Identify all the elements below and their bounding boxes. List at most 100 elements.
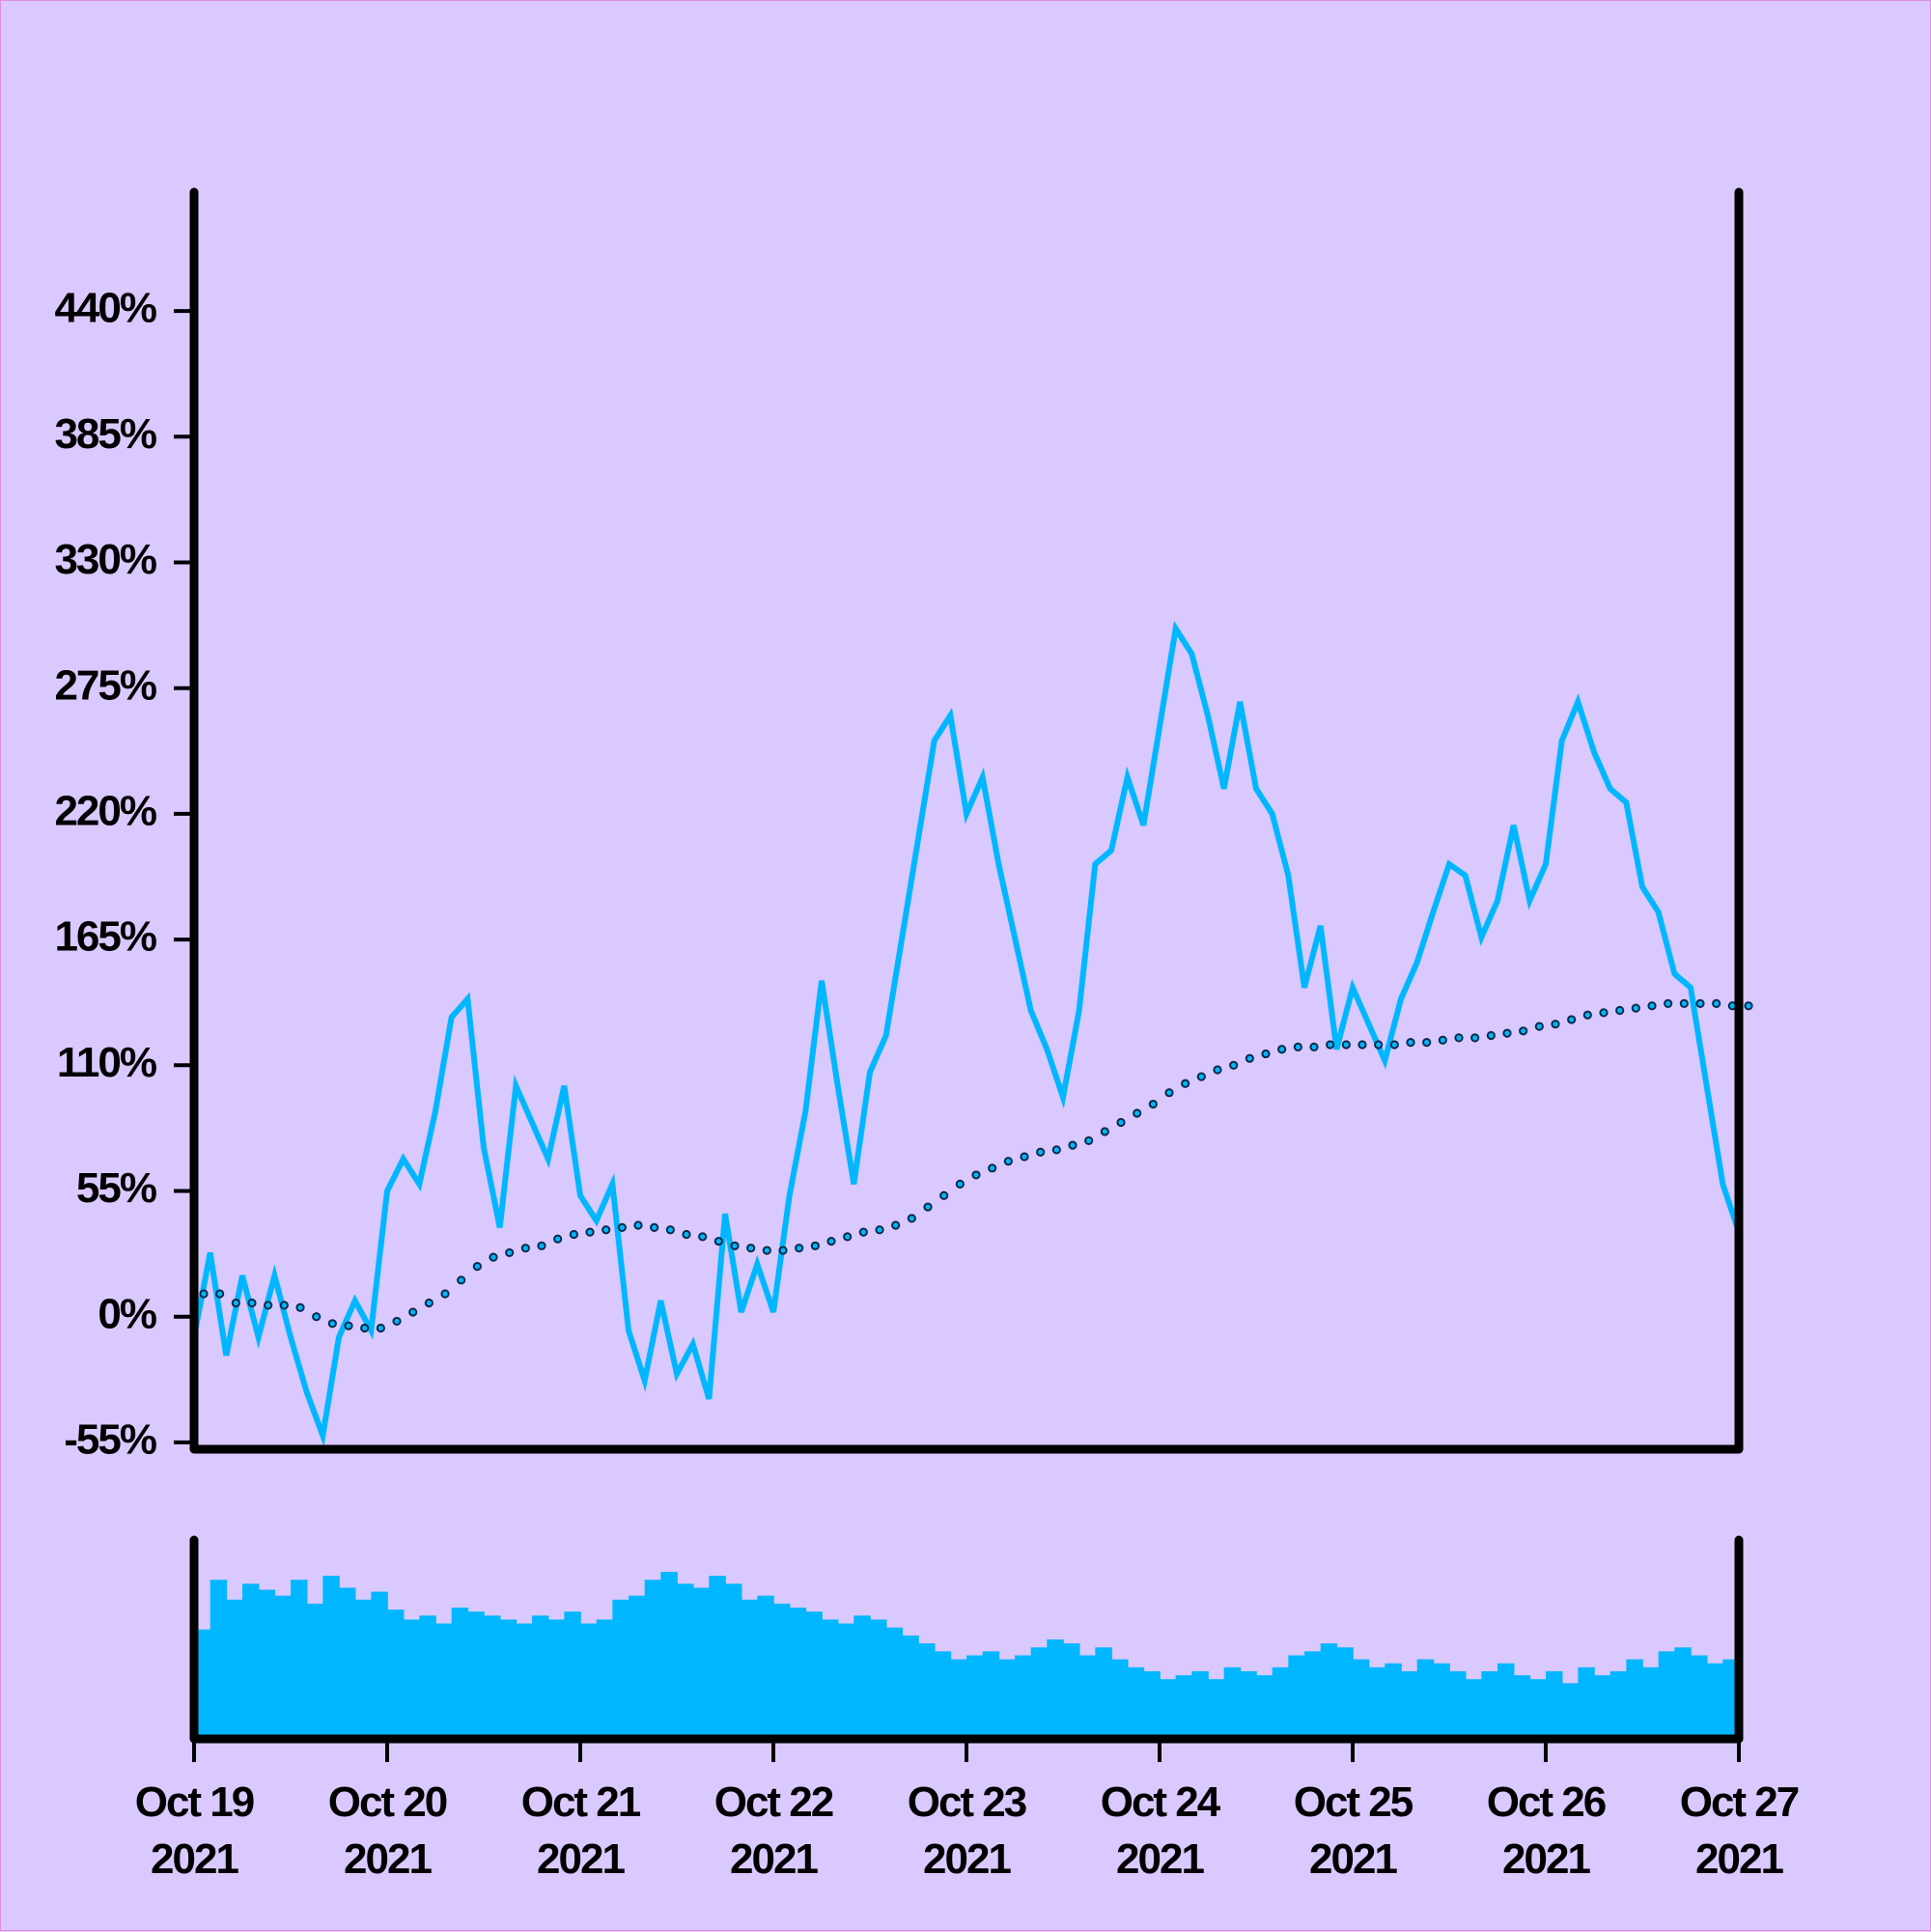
volume-bar [982, 1651, 1000, 1735]
volume-bar [1143, 1670, 1161, 1735]
moving-average-dot [1631, 1003, 1640, 1013]
moving-average-dot [1357, 1040, 1367, 1050]
volume-bar [564, 1611, 581, 1735]
moving-average-dot [1438, 1035, 1447, 1045]
volume-bar [1578, 1666, 1595, 1735]
moving-average-dot [1084, 1135, 1094, 1146]
volume-bar [870, 1619, 887, 1735]
moving-average-dot [1341, 1040, 1351, 1050]
moving-average-dot [1181, 1078, 1190, 1088]
volume-bar [451, 1608, 469, 1735]
volume-bar [580, 1623, 598, 1735]
volume-bar [1706, 1663, 1724, 1735]
volume-bar [644, 1580, 662, 1735]
volume-bar [1561, 1683, 1580, 1735]
volume-bar [274, 1595, 292, 1735]
moving-average-dot [1148, 1099, 1158, 1109]
volume-bar [998, 1659, 1016, 1735]
volume-bar [1304, 1651, 1322, 1735]
x-tick-label: Oct 19 2021 [134, 1778, 256, 1883]
volume-bar [934, 1651, 952, 1735]
moving-average-dot [762, 1246, 771, 1255]
volume-bar [258, 1589, 276, 1735]
moving-average-dot [1261, 1049, 1271, 1059]
moving-average-dot [1133, 1108, 1142, 1118]
volume-bar [1658, 1651, 1676, 1735]
volume-bar [484, 1615, 501, 1735]
moving-average-dot [376, 1323, 385, 1333]
moving-average-dot [215, 1289, 225, 1299]
x-tick-label: Oct 23 2021 [907, 1778, 1028, 1883]
y-tick-label: 220% [54, 788, 155, 835]
moving-average-dot [858, 1227, 868, 1237]
moving-average-dot [295, 1302, 305, 1312]
volume-bar [854, 1615, 871, 1735]
volume-bar [677, 1583, 694, 1735]
moving-average-dot [1422, 1038, 1432, 1048]
volume-bar [435, 1623, 453, 1735]
moving-average-dot [1051, 1145, 1061, 1155]
volume-bar [1095, 1647, 1112, 1735]
moving-average-dot [1454, 1033, 1464, 1043]
volume-bar [1047, 1639, 1064, 1735]
volume-bar [291, 1580, 308, 1735]
volume-bar [339, 1587, 356, 1735]
volume-bar [1722, 1659, 1735, 1735]
volume-bar [612, 1599, 630, 1735]
moving-average-dot [988, 1163, 997, 1173]
moving-average-dot [440, 1289, 450, 1299]
volume-bar [198, 1629, 211, 1735]
volume-bar [1433, 1663, 1450, 1735]
volume-bar [354, 1599, 373, 1735]
moving-average-dot [344, 1321, 353, 1330]
moving-average-dot [1116, 1117, 1126, 1128]
volume-bar [1208, 1679, 1225, 1735]
moving-average-dot [617, 1222, 627, 1232]
moving-average-dot [392, 1316, 402, 1327]
volume-bar [902, 1635, 919, 1735]
moving-average-dot [1326, 1040, 1335, 1050]
moving-average-dot [553, 1234, 563, 1244]
volume-bar [1481, 1670, 1498, 1735]
y-tick-label: 165% [54, 913, 155, 961]
moving-average-dot [1599, 1008, 1609, 1018]
moving-average-dot [633, 1220, 643, 1230]
moving-average-dot [1213, 1065, 1222, 1075]
moving-average-dot [1664, 998, 1673, 1008]
volume-bar [467, 1611, 485, 1735]
volume-bar [596, 1619, 614, 1735]
volume-bar [1288, 1655, 1305, 1735]
moving-average-dot [1486, 1030, 1496, 1041]
moving-average-dot [1229, 1060, 1239, 1070]
moving-average-dot [955, 1179, 965, 1189]
moving-average-dot [1647, 1001, 1657, 1011]
moving-average-dot [698, 1232, 708, 1242]
volume-bar [1175, 1675, 1193, 1735]
y-tick-label: 440% [54, 285, 155, 332]
volume-bar [419, 1615, 436, 1735]
moving-average-dot [1277, 1045, 1287, 1054]
volume-bar [1015, 1655, 1032, 1735]
moving-average-dot [746, 1244, 756, 1253]
volume-bar [1691, 1655, 1708, 1735]
volume-bar [725, 1583, 742, 1735]
moving-average-dot [264, 1301, 273, 1310]
volume-bar [1160, 1679, 1177, 1735]
moving-average-dot [1744, 1001, 1753, 1011]
moving-average-dot [682, 1229, 691, 1240]
moving-average-dot [472, 1262, 482, 1272]
volume-bar [692, 1587, 711, 1735]
x-tick-label: Oct 26 2021 [1486, 1778, 1608, 1883]
moving-average-dot [602, 1225, 611, 1235]
moving-average-dot [327, 1319, 337, 1329]
volume-bar [805, 1611, 823, 1735]
moving-average-dot [1551, 1020, 1560, 1029]
moving-average-dot [650, 1222, 659, 1232]
volume-bar [1078, 1655, 1097, 1735]
moving-average-dot [1470, 1033, 1480, 1043]
volume-bar [918, 1643, 936, 1735]
volume-bar [516, 1623, 533, 1735]
moving-average-dot [1534, 1022, 1544, 1031]
moving-average-dot [1003, 1157, 1013, 1166]
volume-bar [1529, 1679, 1547, 1735]
